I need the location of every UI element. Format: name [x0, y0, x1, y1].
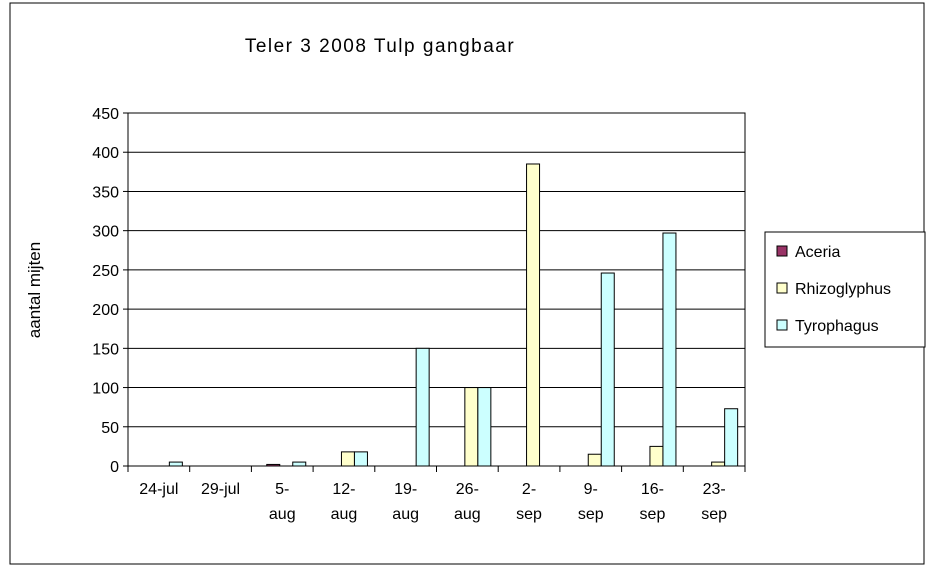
bar [415, 347, 430, 467]
bar [649, 445, 664, 467]
y-tick-label: 100 [92, 381, 119, 398]
y-tick-label: 0 [110, 459, 119, 476]
x-tick-label: 24-jul [139, 481, 178, 498]
bar [477, 387, 492, 467]
bar [711, 461, 726, 467]
y-tick-label: 250 [92, 263, 119, 280]
bar [353, 451, 368, 467]
x-tick-label: 16-sep [640, 481, 666, 523]
chart-title: Teler 3 2008 Tulp gangbaar [245, 36, 515, 57]
bar [526, 163, 541, 467]
legend-swatch [776, 245, 788, 257]
x-tick-label: 19-aug [392, 481, 419, 523]
x-tick-label: 23-sep [701, 481, 727, 523]
y-tick-label: 200 [92, 302, 119, 319]
legend-label: Aceria [795, 244, 840, 261]
x-tick-label: 9-sep [578, 481, 604, 523]
plot-area [127, 112, 746, 467]
y-tick-label: 400 [92, 145, 119, 162]
bar [464, 387, 479, 467]
x-tick-label: 12-aug [331, 481, 358, 523]
legend-label: Tyrophagus [795, 318, 879, 335]
x-tick-label: 5-aug [269, 481, 296, 523]
y-tick-label: 150 [92, 341, 119, 358]
y-tick-label: 450 [92, 106, 119, 123]
legend-box [764, 231, 926, 348]
legend-swatch [776, 282, 788, 294]
legend-swatch [776, 319, 788, 331]
y-axis-label: aantal mijten [25, 242, 44, 338]
bar [168, 461, 183, 467]
bar [600, 272, 615, 467]
legend-label: Rhizoglyphus [795, 281, 891, 298]
bar [587, 453, 602, 467]
x-tick-label: 26-aug [454, 481, 481, 523]
bar [662, 232, 677, 467]
y-tick-label: 350 [92, 184, 119, 201]
bar [340, 451, 355, 467]
x-tick-label: 29-jul [201, 481, 240, 498]
bar [724, 408, 739, 467]
y-tick-label: 50 [101, 420, 119, 437]
bar [292, 461, 307, 467]
y-tick-label: 300 [92, 224, 119, 241]
x-tick-label: 2-sep [516, 481, 542, 523]
